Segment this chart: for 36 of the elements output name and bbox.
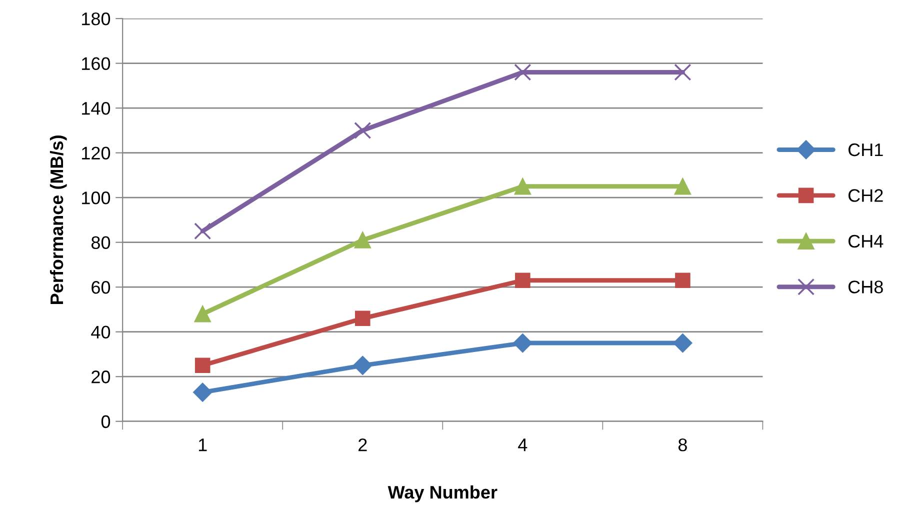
legend-label: CH2	[848, 189, 883, 202]
point	[674, 64, 692, 81]
point	[194, 222, 212, 240]
y-tick-label: 80	[91, 236, 110, 250]
y-tick-label: 0	[101, 415, 110, 428]
point	[674, 178, 692, 195]
legend-label: CH4	[848, 234, 884, 248]
point	[514, 178, 531, 195]
y-tick-label: 100	[82, 192, 110, 204]
y-tick-label: 40	[91, 326, 110, 339]
point	[514, 64, 532, 81]
point	[354, 310, 370, 326]
point	[353, 356, 372, 375]
point	[354, 122, 372, 139]
y-tick-label: 180	[82, 12, 110, 26]
point	[513, 333, 532, 353]
y-tick-label: 120	[82, 146, 110, 160]
y-axis-title: Performance (MB/s)	[50, 136, 67, 304]
point	[194, 306, 211, 322]
x-tick-label: 4	[518, 438, 528, 452]
point	[673, 333, 692, 353]
x-axis-title: Way Number	[388, 485, 498, 502]
point	[193, 382, 212, 402]
y-tick-label: 60	[92, 281, 110, 294]
y-tick-label: 160	[82, 57, 110, 70]
legend-label: CH8	[848, 280, 883, 294]
x-tick-label: 8	[678, 438, 687, 452]
legend-label: CH1	[848, 143, 883, 156]
x-tick-label: 1	[198, 438, 207, 452]
y-tick-label: 140	[82, 102, 110, 115]
y-tick-label: 20	[92, 370, 110, 384]
x-tick-label: 2	[358, 438, 367, 452]
point	[354, 232, 371, 248]
point	[515, 272, 530, 288]
point	[194, 358, 210, 374]
point	[675, 272, 690, 288]
